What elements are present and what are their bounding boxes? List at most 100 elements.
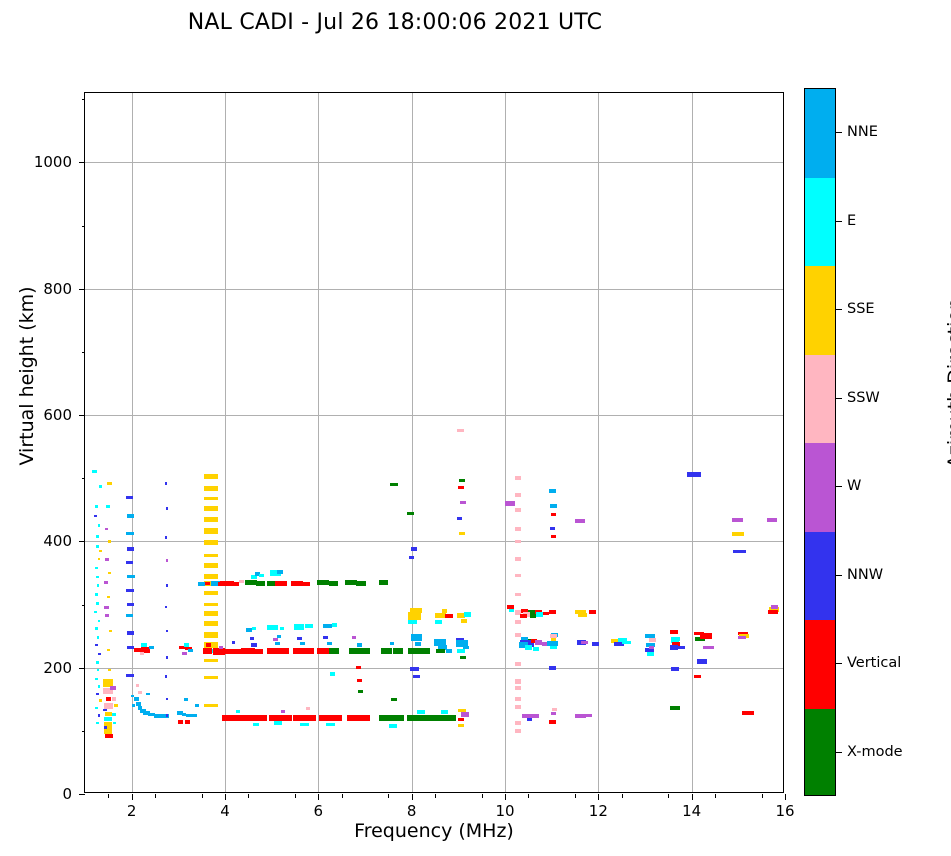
ionogram-echo-mark	[515, 620, 521, 625]
ionogram-echo-mark	[693, 674, 701, 679]
x-tick-minor	[621, 794, 623, 798]
ionogram-echo-mark	[231, 641, 236, 644]
ionogram-echo-mark	[166, 656, 169, 659]
ionogram-echo-mark	[741, 711, 754, 716]
ionogram-echo-mark	[380, 648, 393, 655]
ionogram-echo-mark	[303, 715, 316, 721]
x-tick-minor	[108, 794, 110, 798]
ionogram-echo-mark	[547, 640, 558, 647]
ionogram-echo-mark	[515, 573, 521, 578]
plot-clip	[85, 93, 783, 792]
x-tick-minor	[528, 794, 530, 798]
ionogram-echo-mark	[95, 627, 99, 630]
ionogram-echo-mark	[515, 662, 521, 666]
ionogram-echo-mark	[108, 629, 112, 633]
ionogram-echo-mark	[126, 673, 134, 677]
ionogram-echo-mark	[515, 632, 521, 637]
ionogram-echo-mark	[95, 535, 99, 538]
ionogram-echo-mark	[252, 722, 260, 727]
ionogram-echo-mark	[273, 638, 278, 642]
y-tick-minor	[81, 730, 85, 732]
ionogram-echo-mark	[165, 559, 168, 562]
ionogram-echo-mark	[575, 713, 586, 718]
colorbar-title: Azimuth Direction	[944, 297, 951, 469]
ionogram-echo-mark	[213, 647, 226, 655]
ionogram-echo-mark	[433, 638, 446, 647]
ionogram-echo-mark	[414, 641, 422, 646]
colorbar-tick	[836, 486, 842, 488]
ionogram-echo-mark	[575, 609, 586, 615]
ionogram-echo-mark	[92, 470, 97, 474]
ionogram-echo-mark	[104, 722, 113, 727]
ionogram-echo-mark	[125, 495, 134, 499]
ionogram-echo-mark	[107, 668, 111, 672]
ionogram-echo-mark	[291, 580, 304, 587]
ionogram-echo-mark	[389, 723, 397, 728]
colorbar-segment-w	[805, 443, 835, 532]
colorbar-label-nnw: NNW	[847, 566, 884, 583]
ionogram-echo-mark	[699, 633, 712, 640]
ionogram-echo-mark	[103, 708, 107, 712]
gridline-vertical	[131, 93, 133, 792]
colorbar-segment-nnw	[805, 531, 835, 621]
x-tick	[691, 794, 693, 800]
colorbar-label-w: W	[847, 478, 862, 495]
ionogram-echo-mark	[219, 645, 224, 650]
colorbar-tick	[836, 220, 842, 222]
ionogram-echo-mark	[127, 631, 135, 635]
gridline-horizontal	[85, 667, 783, 669]
colorbar-segment-e	[805, 177, 835, 267]
ionogram-echo-mark	[515, 592, 521, 597]
ionogram-echo-mark	[669, 630, 679, 635]
y-tick-label: 800	[43, 279, 72, 298]
ionogram-echo-mark	[522, 713, 529, 718]
ionogram-echo-mark	[98, 485, 103, 488]
ionogram-echo-mark	[221, 648, 236, 654]
ionogram-echo-mark	[529, 613, 537, 619]
x-tick-label: 10	[495, 802, 515, 820]
ionogram-echo-mark	[412, 674, 421, 679]
ionogram-echo-mark	[220, 580, 235, 587]
ionogram-echo-mark	[182, 652, 187, 656]
y-tick	[79, 162, 85, 164]
ionogram-echo-mark	[204, 562, 218, 568]
ionogram-echo-mark	[678, 645, 685, 650]
ionogram-echo-mark	[703, 645, 714, 650]
ionogram-echo-mark	[303, 648, 315, 655]
ionogram-echo-mark	[549, 527, 556, 531]
page-title: NAL CADI - Jul 26 18:00:06 2021 UTC	[187, 10, 603, 35]
y-axis-title: Virtual height (km)	[16, 286, 38, 466]
ionogram-echo-mark	[407, 612, 421, 620]
ionogram-echo-mark	[95, 505, 99, 508]
ionogram-echo-mark	[436, 649, 445, 654]
colorbar-segment-vertical	[805, 620, 835, 709]
ionogram-echo-mark	[644, 634, 655, 638]
colorbar-tick	[836, 574, 842, 576]
ionogram-echo-mark	[549, 720, 556, 724]
ionogram-echo-mark	[456, 613, 466, 619]
ionogram-echo-mark	[126, 602, 134, 607]
ionogram-echo-mark	[459, 655, 467, 660]
ionogram-echo-mark	[435, 613, 446, 619]
ionogram-echo-mark	[580, 640, 589, 645]
ionogram-echo-mark	[551, 707, 558, 711]
ionogram-echo-mark	[737, 635, 747, 640]
ionogram-echo-mark	[536, 612, 543, 617]
ionogram-echo-mark	[463, 612, 472, 617]
ionogram-echo-mark	[514, 609, 522, 615]
ionogram-echo-mark	[204, 676, 218, 680]
ionogram-echo-mark	[541, 641, 549, 646]
colorbar	[804, 88, 836, 796]
ionogram-echo-mark	[326, 722, 335, 727]
ionogram-echo-mark	[648, 645, 655, 650]
ionogram-echo-mark	[515, 492, 521, 497]
ionogram-echo-mark	[134, 697, 139, 702]
y-tick	[79, 794, 85, 795]
ionogram-echo-mark	[732, 549, 746, 554]
ionogram-echo-mark	[165, 629, 168, 633]
ionogram-echo-mark	[456, 639, 469, 648]
ionogram-echo-mark	[515, 728, 521, 733]
colorbar-segment-ssw	[805, 354, 835, 444]
ionogram-echo-mark	[127, 514, 135, 518]
y-tick-minor	[81, 478, 85, 480]
